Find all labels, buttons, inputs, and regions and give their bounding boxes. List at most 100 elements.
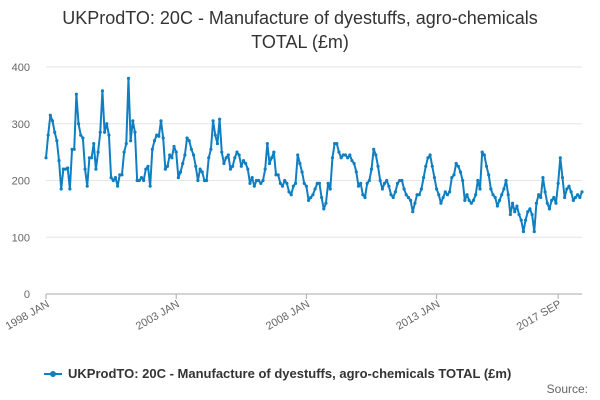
data-point [439,201,443,205]
legend[interactable]: UKProdTO: 20C - Manufacture of dyestuffs… [44,366,511,381]
data-point [66,166,70,170]
data-point [419,187,424,191]
data-point [50,119,55,123]
data-point [348,153,352,157]
x-tick-label: 2017 SEP [515,298,564,333]
data-point [404,193,408,197]
chart-title-line-1: UKProdTO: 20C - Manufacture of dyestuffs… [62,8,538,28]
data-point [322,207,326,211]
data-point [122,150,126,154]
data-point [287,190,291,194]
data-point [406,195,410,200]
data-point [363,195,367,200]
data-point [211,119,215,123]
data-point [185,136,189,140]
data-point [558,156,562,160]
data-point [435,187,439,191]
data-point [493,195,497,200]
data-point [120,173,124,177]
data-point [543,190,547,194]
data-point [576,193,580,197]
data-point [346,156,350,160]
data-point [424,164,428,168]
data-point [326,181,330,185]
data-point [532,229,536,234]
data-point [430,164,434,168]
data-point [248,181,252,185]
data-point [361,193,365,197]
data-point [545,201,549,205]
data-point [537,193,541,197]
data-point [92,142,96,146]
data-point [580,190,584,194]
data-point [497,198,502,202]
data-point [200,170,204,174]
data-point [565,187,569,191]
data-point [523,218,528,222]
data-point [270,156,274,160]
data-point [547,207,552,211]
y-tick-label: 100 [12,232,30,244]
data-point [352,161,356,166]
data-point [389,193,393,197]
data-point [313,187,317,191]
data-point [369,167,374,171]
data-point [478,187,482,191]
data-point [152,139,157,143]
data-point [476,178,480,183]
data-point [437,193,441,197]
data-point [178,170,183,174]
data-point [157,134,161,138]
data-point [233,156,237,160]
data-point [89,156,94,160]
data-point [567,184,571,188]
data-point [467,198,471,202]
data-point [272,150,276,154]
data-point [395,181,400,185]
data-point [320,195,324,200]
data-point [452,173,456,177]
data-point [161,136,165,140]
data-point [57,159,61,163]
data-point [107,133,111,137]
data-point [339,156,343,160]
data-point [55,139,59,143]
data-point [385,178,389,183]
data-point [309,195,313,200]
data-point [380,187,384,191]
data-point [129,139,133,143]
data-point [432,176,437,180]
data-point [372,147,376,151]
data-point [76,122,81,126]
data-point [250,176,254,180]
y-tick-label: 200 [12,176,30,188]
data-point [521,229,526,234]
data-point [124,142,128,146]
x-axis: 1998 JAN 2003 JAN 2008 JAN 2013 JAN 2017 SEP [4,293,582,333]
data-point [495,204,499,208]
data-point [413,201,417,205]
data-point [98,130,102,134]
data-point [402,187,406,191]
data-point [228,167,233,171]
data-point [298,161,302,166]
data-point [146,164,150,168]
data-point [176,176,180,180]
data-point [189,147,193,151]
data-point [226,153,230,157]
data-point [311,193,315,197]
data-point [474,193,478,197]
data-point [285,181,289,185]
data-point [137,178,141,183]
data-point [513,210,517,214]
data-point [131,119,135,123]
data-point [504,178,508,183]
data-point [556,181,560,185]
data-point [257,178,261,183]
data-point [408,198,413,202]
data-point [484,164,489,168]
plot-area [44,76,584,234]
data-point [244,161,248,166]
data-point [163,167,167,171]
